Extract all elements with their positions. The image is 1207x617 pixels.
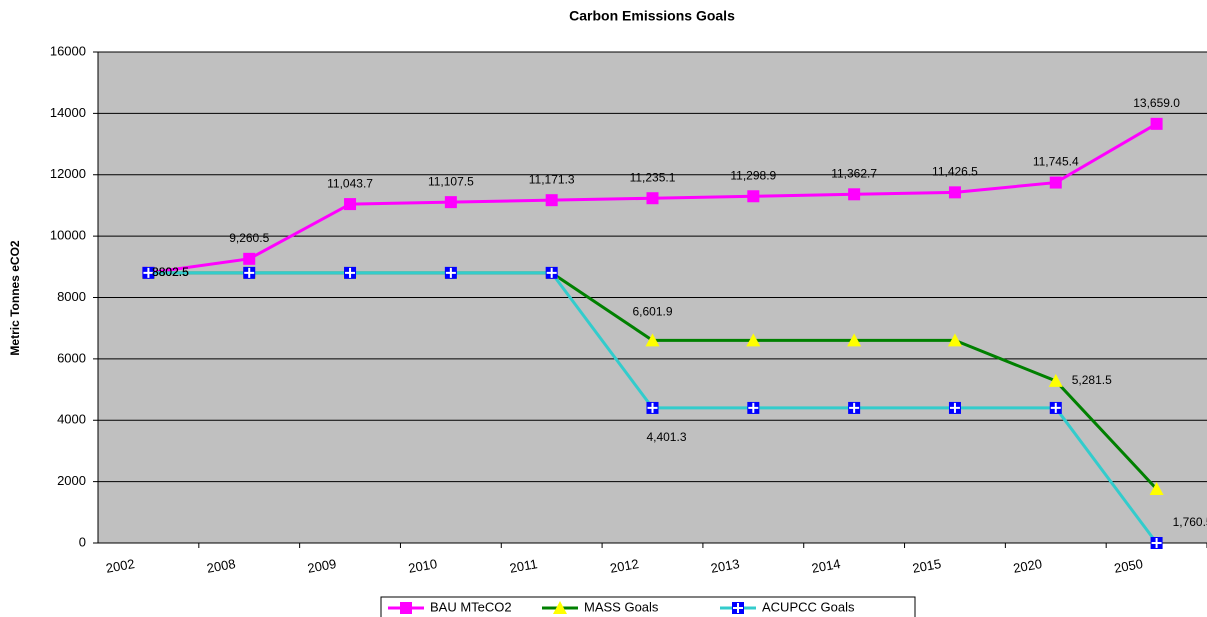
legend-marker bbox=[732, 602, 744, 614]
data-label: 9,260.5 bbox=[229, 231, 269, 245]
data-point bbox=[847, 333, 862, 347]
marker-cross bbox=[647, 402, 658, 413]
data-point bbox=[142, 266, 155, 279]
data-point bbox=[1150, 117, 1163, 130]
data-label: 8802.5 bbox=[152, 265, 189, 279]
legend-label: BAU MTeCO2 bbox=[430, 599, 512, 614]
data-point bbox=[948, 401, 961, 414]
marker-cross bbox=[949, 402, 960, 413]
data-point bbox=[848, 401, 861, 414]
y-tick-label: 10000 bbox=[50, 228, 86, 243]
data-point bbox=[1149, 481, 1164, 495]
data-point bbox=[344, 198, 357, 211]
y-axis-label: Metric Tonnes eCO2 bbox=[8, 240, 22, 355]
data-point bbox=[444, 196, 457, 209]
data-point bbox=[444, 266, 457, 279]
y-tick-label: 16000 bbox=[50, 43, 86, 58]
marker-cross bbox=[733, 603, 743, 613]
x-tick-label: 2012 bbox=[609, 556, 640, 576]
data-point bbox=[1049, 176, 1062, 189]
data-point bbox=[344, 266, 357, 279]
x-tick-label: 2013 bbox=[710, 556, 741, 576]
y-tick-label: 0 bbox=[79, 534, 86, 549]
legend: BAU MTeCO2 MASS Goals ACUPCC Goals bbox=[380, 596, 916, 617]
x-tick-label: 2015 bbox=[911, 556, 942, 576]
marker-cross bbox=[345, 267, 356, 278]
x-tick-label: 2050 bbox=[1113, 556, 1144, 576]
legend-marker bbox=[553, 601, 567, 614]
x-tick-label: 2014 bbox=[810, 556, 841, 576]
data-label: 1,760.5 bbox=[1173, 515, 1207, 529]
x-tick-label: 2008 bbox=[205, 556, 236, 576]
data-label: 13,659.0 bbox=[1133, 96, 1180, 110]
data-point bbox=[243, 266, 256, 279]
data-label: 5,281.5 bbox=[1072, 373, 1112, 387]
data-label: 11,426.5 bbox=[932, 165, 978, 179]
data-point bbox=[746, 333, 761, 347]
chart-title: Carbon Emissions Goals bbox=[569, 8, 735, 24]
data-label: 11,298.9 bbox=[730, 168, 776, 182]
data-point bbox=[645, 333, 660, 347]
x-tick-label: 2020 bbox=[1012, 556, 1043, 576]
data-point bbox=[545, 194, 558, 207]
data-label: 6,601.9 bbox=[632, 305, 672, 319]
marker-cross bbox=[748, 402, 759, 413]
x-tick-label: 2009 bbox=[306, 556, 337, 576]
x-tick-label: 2011 bbox=[508, 556, 538, 576]
data-label: 11,362.7 bbox=[831, 166, 877, 180]
data-point bbox=[545, 266, 558, 279]
x-tick-label: 2010 bbox=[407, 556, 438, 576]
legend-box bbox=[380, 596, 916, 617]
data-label: 11,171.3 bbox=[529, 172, 575, 186]
y-tick-label: 6000 bbox=[57, 350, 86, 365]
data-point bbox=[747, 401, 760, 414]
legend-marker bbox=[400, 602, 412, 614]
data-label: 8802.5 bbox=[152, 265, 189, 279]
data-point bbox=[947, 333, 962, 347]
marker-cross bbox=[244, 267, 255, 278]
data-point bbox=[1049, 401, 1062, 414]
data-point bbox=[1150, 537, 1163, 549]
data-point bbox=[848, 188, 861, 201]
marker-cross bbox=[445, 267, 456, 278]
data-point bbox=[1048, 373, 1063, 387]
data-label: 11,235.1 bbox=[630, 170, 676, 184]
legend-label: ACUPCC Goals bbox=[762, 599, 855, 614]
marker-cross bbox=[849, 402, 860, 413]
y-tick-label: 12000 bbox=[50, 166, 86, 181]
y-tick-label: 14000 bbox=[50, 105, 86, 120]
data-label: 8802.5 bbox=[152, 265, 189, 279]
x-tick-label: 2002 bbox=[105, 556, 136, 576]
marker-cross bbox=[143, 267, 154, 278]
data-label: 4,401.3 bbox=[646, 430, 686, 444]
y-tick-label: 2000 bbox=[57, 473, 86, 488]
data-point bbox=[948, 186, 961, 199]
data-label: 11,043.7 bbox=[327, 176, 373, 190]
data-point bbox=[646, 401, 659, 414]
y-tick-label: 8000 bbox=[57, 289, 86, 304]
marker-cross bbox=[546, 267, 557, 278]
data-point bbox=[243, 252, 256, 265]
data-label: 11,745.4 bbox=[1033, 155, 1079, 169]
marker-cross bbox=[1151, 538, 1162, 548]
data-point bbox=[747, 190, 760, 203]
marker-cross bbox=[1050, 402, 1061, 413]
y-tick-label: 4000 bbox=[57, 412, 86, 427]
data-point bbox=[646, 192, 659, 205]
data-label: 11,107.5 bbox=[428, 174, 474, 188]
legend-label: MASS Goals bbox=[584, 599, 659, 614]
